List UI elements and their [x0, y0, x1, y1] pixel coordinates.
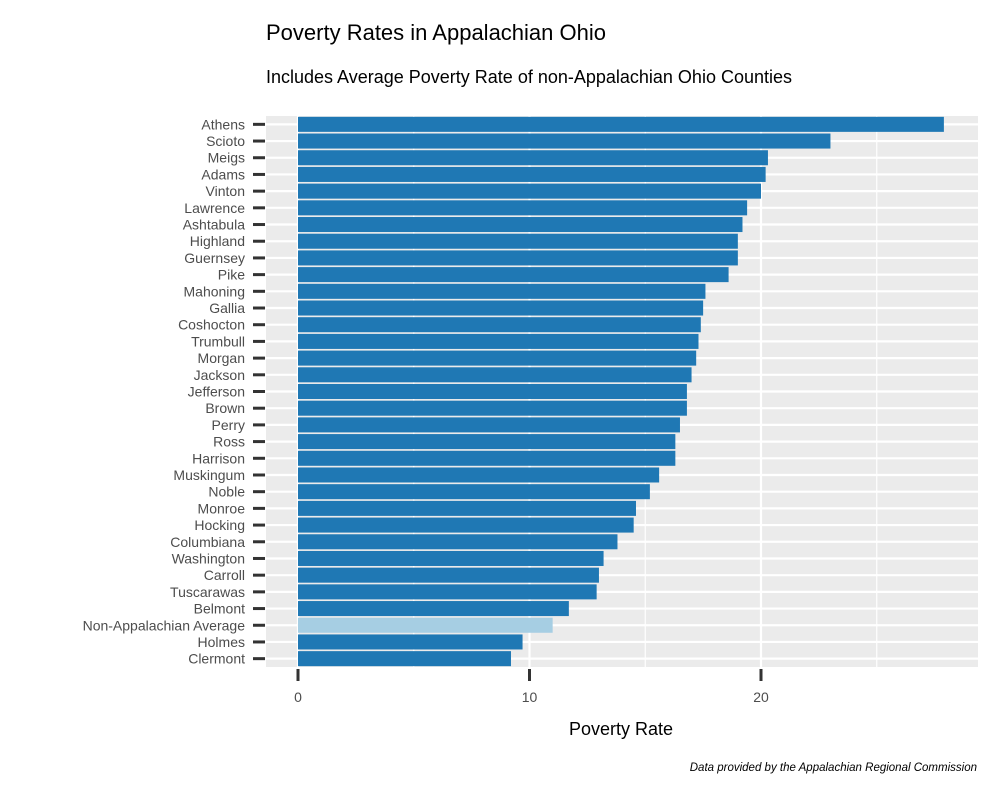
y-tick-label: Perry [212, 417, 245, 433]
bar [298, 400, 687, 416]
y-tick-label: Coshocton [178, 317, 245, 333]
y-tick-label: Pike [218, 267, 245, 283]
y-tick-label: Hocking [194, 517, 245, 533]
bars [298, 116, 944, 667]
y-tick-label: Trumbull [191, 333, 245, 349]
bar [298, 567, 599, 583]
y-tick-label: Jefferson [188, 384, 245, 400]
bar [298, 517, 634, 533]
y-tick-label: Columbiana [170, 534, 245, 550]
y-tick-label: Adams [201, 166, 245, 182]
bar [298, 267, 729, 283]
bar [298, 283, 706, 299]
bar [298, 500, 636, 516]
bar [298, 233, 738, 249]
bar [298, 116, 944, 132]
y-tick-label: Mahoning [184, 283, 246, 299]
y-tick-label: Washington [172, 550, 245, 566]
y-tick-label: Monroe [198, 500, 246, 516]
bar [298, 383, 687, 400]
bar [298, 317, 701, 333]
bar [298, 133, 831, 149]
y-tick-label: Muskingum [173, 467, 245, 483]
y-tick-label: Carroll [204, 567, 245, 583]
x-tick-label: 10 [522, 689, 538, 705]
bar [298, 150, 768, 166]
bar [298, 634, 523, 650]
bar [298, 434, 676, 450]
chart-subtitle: Includes Average Poverty Rate of non-App… [266, 67, 792, 87]
y-tick-label: Jackson [194, 367, 245, 383]
bar [298, 367, 692, 383]
bar [298, 601, 569, 617]
y-tick-label: Noble [208, 484, 245, 500]
y-tick-label: Athens [201, 116, 245, 132]
y-tick-label: Lawrence [184, 200, 245, 216]
bar [298, 450, 676, 466]
bar [298, 550, 604, 566]
y-tick-label: Ross [213, 434, 245, 450]
x-axis: 0 10 20 [294, 669, 769, 705]
y-tick-label: Morgan [198, 350, 245, 366]
x-tick-label: 0 [294, 689, 302, 705]
bar [298, 534, 618, 550]
y-tick-label: Harrison [192, 450, 245, 466]
y-tick-label: Non-Appalachian Average [83, 617, 246, 633]
y-tick-label: Tuscarawas [170, 584, 245, 600]
bar [298, 333, 699, 349]
y-tick-label: Vinton [206, 183, 245, 199]
x-tick-label: 20 [753, 689, 769, 705]
bar [298, 350, 697, 366]
y-tick-label: Holmes [198, 634, 245, 650]
chart-title: Poverty Rates in Appalachian Ohio [266, 20, 606, 45]
y-tick-label: Belmont [194, 601, 245, 617]
x-axis-title: Poverty Rate [569, 719, 673, 739]
bar [298, 200, 748, 216]
y-tick-label: Highland [190, 233, 245, 249]
y-tick-label: Clermont [188, 651, 245, 667]
y-tick-label: Ashtabula [183, 217, 245, 233]
bar [298, 183, 761, 199]
y-tick-label: Guernsey [184, 250, 245, 266]
bar [298, 467, 660, 483]
y-axis: AthensSciotoMeigsAdamsVintonLawrenceAsht… [83, 116, 265, 667]
bar [298, 584, 597, 600]
y-tick-label: Gallia [209, 300, 245, 316]
y-tick-label: Brown [205, 400, 245, 416]
y-tick-label: Scioto [206, 133, 245, 149]
bar [298, 651, 511, 667]
bar [298, 250, 738, 266]
bar [298, 417, 680, 433]
bar [298, 617, 553, 633]
y-tick-label: Meigs [208, 150, 245, 166]
chart-caption: Data provided by the Appalachian Regiona… [689, 762, 977, 774]
bar [298, 300, 704, 316]
bar [298, 217, 743, 233]
bar [298, 484, 650, 500]
bar [298, 166, 766, 182]
